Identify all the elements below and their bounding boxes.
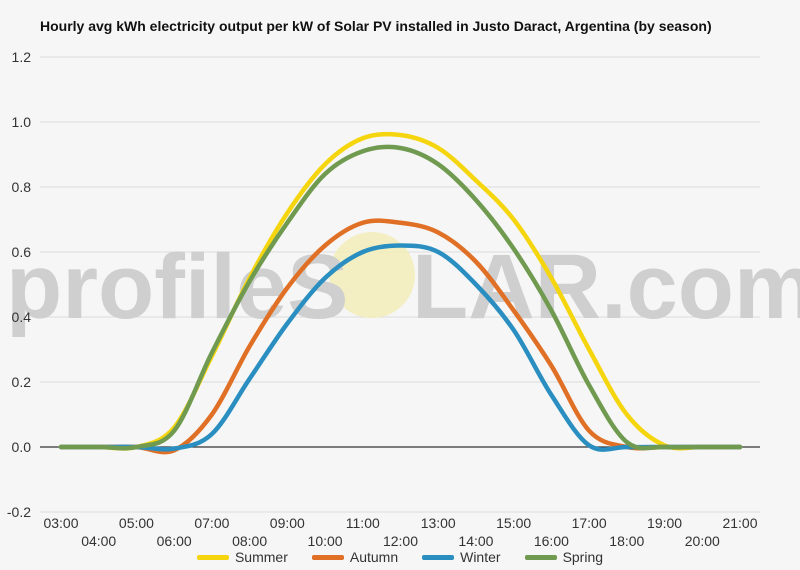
chart-title: Hourly avg kWh electricity output per kW… [40, 18, 712, 34]
watermark-sun-icon [329, 232, 415, 318]
x-tick-label: 18:00 [609, 533, 644, 549]
series-lines [58, 131, 743, 455]
x-tick-label: 08:00 [232, 533, 267, 549]
y-tick-label: 1.0 [12, 114, 32, 130]
x-tick-label: 15:00 [496, 515, 531, 531]
series-line-spring [58, 144, 743, 451]
y-tick-label: -0.2 [7, 504, 31, 520]
x-tick-label: 12:00 [383, 533, 418, 549]
x-axis-ticks: 03:0004:0005:0006:0007:0008:0009:0010:00… [43, 515, 757, 549]
legend-swatch [422, 554, 455, 560]
legend-item-autumn[interactable]: Autumn [311, 549, 399, 565]
legend-swatch [196, 554, 229, 560]
legend-item-summer[interactable]: Summer [196, 549, 288, 565]
x-tick-label: 05:00 [119, 515, 154, 531]
y-tick-label: 0.0 [12, 439, 32, 455]
y-tick-label: 0.8 [12, 179, 32, 195]
legend-item-winter[interactable]: Winter [422, 549, 501, 565]
watermark-text-right: LAR.com [412, 236, 800, 338]
y-tick-label: 0.6 [12, 244, 32, 260]
x-tick-label: 09:00 [270, 515, 305, 531]
x-tick-label: 10:00 [308, 533, 343, 549]
legend-label: Summer [234, 549, 288, 565]
legend-label: Autumn [349, 549, 399, 565]
y-tick-label: 1.2 [12, 49, 32, 65]
series-line-winter [58, 243, 743, 452]
x-tick-label: 06:00 [157, 533, 192, 549]
x-tick-label: 14:00 [458, 533, 493, 549]
y-tick-label: 0.2 [12, 374, 32, 390]
watermark-text-left: profileS [6, 236, 348, 338]
y-tick-label: 0.4 [12, 309, 32, 325]
x-tick-label: 20:00 [685, 533, 720, 549]
legend-item-spring[interactable]: Spring [524, 549, 604, 565]
x-tick-label: 21:00 [722, 515, 757, 531]
x-tick-label: 07:00 [194, 515, 229, 531]
x-tick-label: 19:00 [647, 515, 682, 531]
x-tick-label: 04:00 [81, 533, 116, 549]
legend-swatch [524, 554, 557, 560]
x-tick-label: 16:00 [534, 533, 569, 549]
legend-swatch [311, 554, 344, 560]
watermark: profileS LAR.com [6, 232, 800, 338]
y-axis-ticks: -0.2 0.0 0.2 0.4 0.6 0.8 1.0 1.2 [7, 49, 31, 520]
legend-label: Spring [562, 549, 604, 565]
legend-label: Winter [460, 549, 501, 565]
legend: Summer Autumn Winter Spring [0, 549, 800, 565]
x-tick-label: 11:00 [346, 515, 380, 531]
x-tick-label: 17:00 [572, 515, 607, 531]
x-tick-label: 13:00 [421, 515, 456, 531]
x-tick-label: 03:00 [43, 515, 78, 531]
